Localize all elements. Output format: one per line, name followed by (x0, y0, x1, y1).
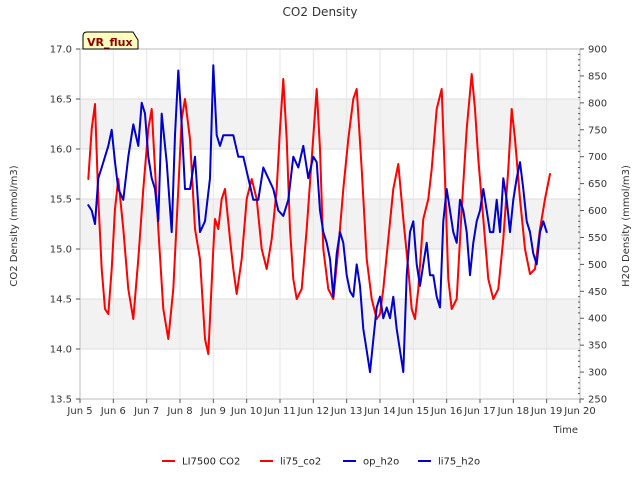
badge-label: VR_flux (87, 36, 133, 49)
y2-tick-label: 250 (588, 395, 607, 406)
y2-tick-label: 850 (588, 71, 607, 82)
y2-tick-label: 300 (588, 368, 607, 379)
chart-title: CO2 Density (283, 5, 358, 19)
x-axis-title: Time (553, 425, 578, 436)
x-tick-label: Jun 6 (100, 406, 126, 417)
y2-tick-label: 700 (588, 152, 607, 163)
x-tick-label: Jun 15 (397, 406, 430, 417)
y2-tick-label: 500 (588, 260, 607, 271)
x-tick-label: Jun 14 (363, 406, 396, 417)
x-tick-label: Jun 16 (430, 406, 463, 417)
x-tick-label: Jun 11 (263, 406, 296, 417)
vr-flux-badge: VR_flux (82, 31, 139, 50)
series-line-li75-h2o (87, 64, 548, 374)
y-tick-label: 15.0 (50, 245, 72, 256)
x-axis-ticks: Jun 5 Jun 6 Jun 7 Jun 8 Jun 9 Jun 10 Jun 11 Jun… (66, 399, 596, 417)
y2-axis-ticks: 250 300 350 400 450 500 550 600 650 700 750 800 850 9… (578, 45, 607, 406)
y2-tick-label: 650 (588, 179, 607, 190)
x-tick-label: Jun 5 (66, 406, 92, 417)
y-tick-label: 15.5 (50, 195, 72, 206)
y-tick-label: 13.5 (50, 395, 72, 406)
y-tick-label: 16.0 (50, 145, 72, 156)
x-tick-label: Jun 7 (133, 406, 159, 417)
legend: LI7500 CO2 li75_co2 op_h2o li75_h2o (162, 457, 480, 468)
y2-axis-title: H2O Density (mmol/m3) (621, 165, 632, 287)
y-axis-ticks: 13.5 14.0 14.5 15.0 15.5 16.0 16.5 17.0 (50, 45, 80, 406)
x-tick-label: Jun 9 (200, 406, 226, 417)
x-tick-label: Jun 19 (530, 406, 563, 417)
y2-tick-label: 800 (588, 98, 607, 109)
y-tick-label: 16.5 (50, 95, 72, 106)
x-tick-label: Jun 8 (166, 406, 192, 417)
y-tick-label: 14.5 (50, 295, 72, 306)
y2-tick-label: 900 (588, 45, 607, 56)
x-tick-label: Jun 12 (297, 406, 330, 417)
x-tick-label: Jun 10 (230, 406, 263, 417)
plot-area (79, 48, 581, 400)
y-tick-label: 14.0 (50, 345, 72, 356)
legend-label: LI7500 CO2 (182, 457, 240, 468)
x-tick-label: Jun 20 (563, 406, 596, 417)
legend-label: li75_co2 (280, 457, 321, 468)
y2-tick-label: 550 (588, 233, 607, 244)
background-band (80, 99, 580, 149)
x-tick-label: Jun 17 (463, 406, 496, 417)
x-tick-label: Jun 13 (330, 406, 363, 417)
y-axis-title: CO2 Density (mmol/m3) (9, 165, 20, 286)
y-tick-label: 17.0 (50, 45, 72, 56)
series-lines (87, 64, 551, 374)
y2-tick-label: 350 (588, 341, 607, 352)
y2-tick-label: 750 (588, 125, 607, 136)
legend-label: op_h2o (363, 457, 399, 468)
x-tick-label: Jun 18 (497, 406, 530, 417)
y2-tick-label: 600 (588, 206, 607, 217)
y2-tick-label: 400 (588, 314, 607, 325)
legend-label: li75_h2o (438, 457, 480, 468)
y2-tick-label: 450 (588, 287, 607, 298)
background-band (80, 299, 580, 349)
